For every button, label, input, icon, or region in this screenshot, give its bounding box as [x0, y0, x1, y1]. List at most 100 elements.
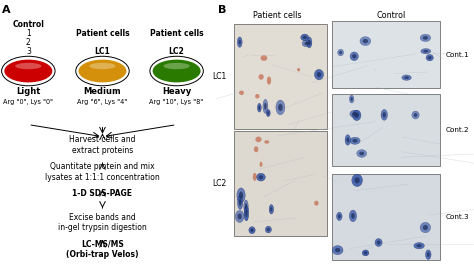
- Ellipse shape: [414, 113, 418, 117]
- Ellipse shape: [237, 213, 242, 219]
- Text: Arg "10", Lys "8": Arg "10", Lys "8": [149, 99, 204, 105]
- Ellipse shape: [269, 204, 273, 214]
- Ellipse shape: [350, 137, 360, 144]
- Ellipse shape: [375, 239, 382, 247]
- Ellipse shape: [255, 137, 262, 142]
- Ellipse shape: [264, 140, 269, 144]
- Ellipse shape: [259, 175, 263, 179]
- Ellipse shape: [263, 99, 268, 113]
- Ellipse shape: [237, 188, 245, 203]
- Ellipse shape: [153, 60, 201, 83]
- Text: LC2: LC2: [212, 179, 226, 188]
- Ellipse shape: [352, 54, 356, 58]
- Ellipse shape: [260, 162, 263, 167]
- Ellipse shape: [255, 94, 260, 99]
- Ellipse shape: [244, 206, 249, 221]
- Ellipse shape: [254, 146, 258, 152]
- Ellipse shape: [337, 212, 342, 221]
- Ellipse shape: [264, 103, 267, 110]
- Ellipse shape: [423, 225, 428, 230]
- Text: Arg "0", Lys "0": Arg "0", Lys "0": [3, 99, 54, 105]
- Ellipse shape: [381, 110, 387, 120]
- Ellipse shape: [261, 55, 267, 61]
- Ellipse shape: [314, 69, 324, 80]
- Ellipse shape: [335, 248, 340, 252]
- Ellipse shape: [355, 177, 360, 183]
- Ellipse shape: [412, 111, 419, 119]
- Ellipse shape: [239, 91, 244, 95]
- Ellipse shape: [352, 174, 363, 187]
- Ellipse shape: [426, 250, 431, 259]
- Ellipse shape: [345, 135, 350, 145]
- Text: Control: Control: [12, 20, 44, 29]
- Ellipse shape: [4, 60, 52, 83]
- Ellipse shape: [89, 63, 116, 69]
- Text: A: A: [2, 5, 11, 15]
- Ellipse shape: [346, 137, 349, 143]
- Ellipse shape: [402, 75, 411, 80]
- Text: LC1: LC1: [212, 72, 226, 81]
- Ellipse shape: [304, 42, 309, 45]
- Bar: [234, 131, 327, 236]
- Ellipse shape: [258, 74, 264, 80]
- Ellipse shape: [317, 72, 321, 77]
- Text: LC2: LC2: [169, 47, 184, 56]
- Ellipse shape: [404, 76, 409, 79]
- Ellipse shape: [350, 110, 359, 118]
- Ellipse shape: [239, 192, 243, 199]
- Ellipse shape: [352, 139, 357, 143]
- Ellipse shape: [338, 214, 341, 218]
- Ellipse shape: [76, 56, 129, 86]
- Ellipse shape: [267, 228, 270, 231]
- Ellipse shape: [237, 195, 243, 209]
- Ellipse shape: [79, 60, 127, 83]
- Ellipse shape: [383, 112, 386, 118]
- Ellipse shape: [355, 113, 359, 118]
- Ellipse shape: [238, 40, 241, 45]
- Text: Patient cells: Patient cells: [254, 11, 302, 20]
- Ellipse shape: [256, 173, 265, 181]
- Bar: [332, 94, 440, 166]
- Ellipse shape: [257, 103, 261, 112]
- Ellipse shape: [303, 36, 307, 39]
- Ellipse shape: [253, 173, 256, 181]
- Ellipse shape: [426, 55, 433, 61]
- Ellipse shape: [250, 228, 254, 232]
- Text: LC1: LC1: [95, 47, 110, 56]
- Ellipse shape: [278, 104, 283, 111]
- Ellipse shape: [359, 151, 364, 155]
- Ellipse shape: [423, 36, 428, 40]
- Text: Arg "6", Lys "4": Arg "6", Lys "4": [77, 99, 128, 105]
- Text: Excise bands and
in-gel trypsin digestion: Excise bands and in-gel trypsin digestio…: [58, 213, 147, 232]
- Text: 2: 2: [26, 38, 31, 47]
- Ellipse shape: [428, 56, 431, 59]
- Ellipse shape: [421, 49, 431, 54]
- Text: Control: Control: [377, 11, 406, 20]
- Text: Patient cells: Patient cells: [150, 29, 203, 38]
- Text: Medium: Medium: [84, 87, 121, 96]
- Ellipse shape: [420, 222, 430, 233]
- Ellipse shape: [351, 213, 355, 219]
- Text: Cont.2: Cont.2: [445, 127, 469, 133]
- Ellipse shape: [314, 201, 319, 206]
- Ellipse shape: [270, 207, 273, 212]
- Bar: [234, 24, 327, 129]
- Ellipse shape: [302, 40, 311, 47]
- Ellipse shape: [276, 100, 285, 115]
- Ellipse shape: [235, 210, 244, 222]
- Ellipse shape: [337, 49, 344, 56]
- Ellipse shape: [349, 210, 356, 222]
- Text: 3: 3: [26, 47, 31, 56]
- Ellipse shape: [423, 50, 428, 53]
- Ellipse shape: [244, 200, 248, 213]
- Ellipse shape: [297, 68, 300, 72]
- Bar: [332, 174, 440, 260]
- Ellipse shape: [15, 63, 42, 69]
- Text: Cont.1: Cont.1: [445, 52, 469, 58]
- Ellipse shape: [414, 243, 424, 249]
- Text: Patient cells: Patient cells: [76, 29, 129, 38]
- Ellipse shape: [245, 203, 247, 210]
- Ellipse shape: [308, 40, 310, 45]
- Ellipse shape: [417, 244, 422, 247]
- Ellipse shape: [332, 245, 343, 255]
